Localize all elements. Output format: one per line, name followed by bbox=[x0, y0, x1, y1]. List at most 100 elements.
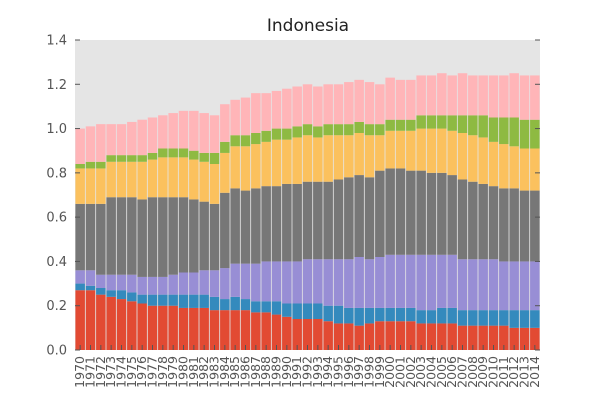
bar-segment-2010-series-3 bbox=[488, 259, 499, 311]
x-tick-label: 1989 bbox=[269, 356, 284, 388]
bar-segment-1988-series-3 bbox=[261, 261, 271, 302]
bar-segment-1986-series-6 bbox=[240, 135, 251, 147]
bar-segment-2006-series-1 bbox=[447, 323, 457, 350]
bar-segment-1970-series-2 bbox=[75, 283, 85, 291]
x-tick-label: 2002 bbox=[403, 356, 418, 388]
bar-segment-2007-series-4 bbox=[457, 179, 468, 260]
bar-segment-2011-series-1 bbox=[499, 325, 509, 350]
bar-segment-2001-series-4 bbox=[395, 168, 406, 255]
bar-segment-1976-series-7 bbox=[137, 119, 147, 156]
bar-segment-2014-series-3 bbox=[530, 261, 540, 311]
bar-segment-1996-series-7 bbox=[344, 82, 354, 125]
bar-segment-1990-series-6 bbox=[282, 128, 292, 140]
bar-segment-1988-series-2 bbox=[261, 301, 271, 313]
bar-segment-1987-series-2 bbox=[251, 301, 261, 313]
bar-segment-1999-series-2 bbox=[375, 307, 385, 322]
bar-segment-1976-series-5 bbox=[137, 161, 147, 200]
bar-segment-1989-series-4 bbox=[271, 186, 282, 262]
bar-segment-2010-series-5 bbox=[488, 141, 499, 187]
bar-segment-1987-series-3 bbox=[251, 263, 261, 302]
bar-segment-1998-series-7 bbox=[364, 82, 375, 125]
bar-segment-2001-series-2 bbox=[395, 307, 406, 322]
bar-segment-1975-series-4 bbox=[127, 197, 137, 275]
bar-segment-1994-series-3 bbox=[323, 259, 333, 306]
bar-segment-2001-series-3 bbox=[395, 254, 406, 308]
bar-segment-1983-series-4 bbox=[209, 203, 220, 271]
x-tick-label: 1988 bbox=[258, 356, 273, 388]
bar-segment-2008-series-6 bbox=[468, 115, 478, 136]
bar-segment-2000-series-1 bbox=[385, 321, 395, 350]
bar-segment-1998-series-5 bbox=[364, 135, 375, 178]
bar-segment-2006-series-3 bbox=[447, 254, 457, 308]
bar-segment-1970-series-1 bbox=[75, 290, 85, 350]
bar-segment-2012-series-1 bbox=[509, 327, 519, 350]
bar-segment-2011-series-7 bbox=[499, 75, 509, 118]
bar-segment-1973-series-6 bbox=[106, 155, 116, 162]
bar-segment-2009-series-1 bbox=[478, 325, 488, 350]
bar-segment-2008-series-3 bbox=[468, 259, 478, 311]
x-tick-label: 1983 bbox=[207, 356, 222, 388]
bar-segment-1984-series-4 bbox=[220, 192, 230, 269]
bar-segment-1974-series-6 bbox=[116, 155, 127, 162]
bar-segment-1989-series-6 bbox=[271, 128, 282, 140]
bar-segment-1996-series-5 bbox=[344, 135, 354, 178]
bar-segment-1983-series-3 bbox=[209, 270, 220, 297]
x-tick-label: 2007 bbox=[455, 356, 470, 388]
x-tick-label: 2001 bbox=[393, 356, 408, 388]
y-tick-label: 1.2 bbox=[46, 78, 67, 93]
bar-segment-1980-series-6 bbox=[178, 148, 189, 158]
bar-segment-1973-series-2 bbox=[106, 290, 116, 297]
x-tick-label: 2008 bbox=[465, 356, 480, 388]
bar-segment-1991-series-1 bbox=[292, 319, 302, 350]
x-tick-label: 1973 bbox=[103, 356, 118, 388]
x-tick-label: 2004 bbox=[424, 356, 439, 388]
bar-segment-2005-series-6 bbox=[437, 115, 447, 129]
bar-segment-1998-series-1 bbox=[364, 323, 375, 350]
x-tick-label: 1970 bbox=[72, 356, 87, 388]
bar-segment-2011-series-5 bbox=[499, 144, 509, 189]
x-tick-label: 1978 bbox=[155, 356, 170, 388]
bar-segment-1986-series-2 bbox=[240, 299, 251, 311]
bar-segment-1988-series-4 bbox=[261, 186, 271, 262]
bar-segment-1999-series-3 bbox=[375, 257, 385, 308]
bar-segment-2014-series-1 bbox=[530, 327, 540, 350]
bar-segment-1980-series-5 bbox=[178, 157, 189, 198]
bar-segment-1982-series-6 bbox=[199, 152, 209, 162]
bar-segment-2009-series-2 bbox=[478, 310, 488, 326]
bar-segment-2004-series-3 bbox=[426, 254, 437, 311]
bar-segment-1987-series-7 bbox=[251, 93, 261, 133]
x-tick-label: 1984 bbox=[217, 356, 232, 388]
bar-segment-2014-series-2 bbox=[530, 310, 540, 328]
bar-segment-1994-series-2 bbox=[323, 305, 333, 322]
bar-segment-2003-series-5 bbox=[416, 128, 426, 171]
y-tick-label: 1.0 bbox=[46, 122, 67, 137]
bar-segment-1992-series-5 bbox=[302, 135, 313, 182]
bar-segment-2008-series-1 bbox=[468, 325, 478, 350]
bar-segment-2005-series-1 bbox=[437, 323, 447, 350]
bar-segment-1979-series-2 bbox=[168, 294, 178, 306]
bar-segment-2014-series-7 bbox=[530, 75, 540, 120]
x-tick-label: 1998 bbox=[362, 356, 377, 388]
bar-segment-1977-series-6 bbox=[147, 152, 158, 160]
bar-segment-1999-series-5 bbox=[375, 135, 385, 171]
bar-segment-2009-series-7 bbox=[478, 75, 488, 116]
bar-segment-1987-series-6 bbox=[251, 133, 261, 145]
bar-segment-1978-series-4 bbox=[158, 197, 168, 277]
bar-segment-1986-series-4 bbox=[240, 190, 251, 264]
bar-segment-2005-series-2 bbox=[437, 307, 447, 324]
x-tick-label: 1992 bbox=[300, 356, 315, 388]
bar-segment-1979-series-1 bbox=[168, 305, 178, 350]
bar-segment-1995-series-2 bbox=[333, 305, 344, 324]
bar-segment-1970-series-7 bbox=[75, 128, 85, 164]
bar-segment-1981-series-5 bbox=[189, 159, 199, 200]
bar-segment-1986-series-1 bbox=[240, 310, 251, 350]
bar-segment-2012-series-7 bbox=[509, 73, 519, 118]
bar-segment-1991-series-3 bbox=[292, 261, 302, 304]
x-tick-label: 2003 bbox=[413, 356, 428, 388]
bar-segment-1976-series-1 bbox=[137, 303, 147, 350]
x-tick-label: 2006 bbox=[444, 356, 459, 388]
bar-segment-2004-series-7 bbox=[426, 75, 437, 116]
bar-segment-1974-series-3 bbox=[116, 274, 127, 291]
bar-segment-1989-series-7 bbox=[271, 90, 282, 129]
x-tick-label: 1993 bbox=[310, 356, 325, 388]
